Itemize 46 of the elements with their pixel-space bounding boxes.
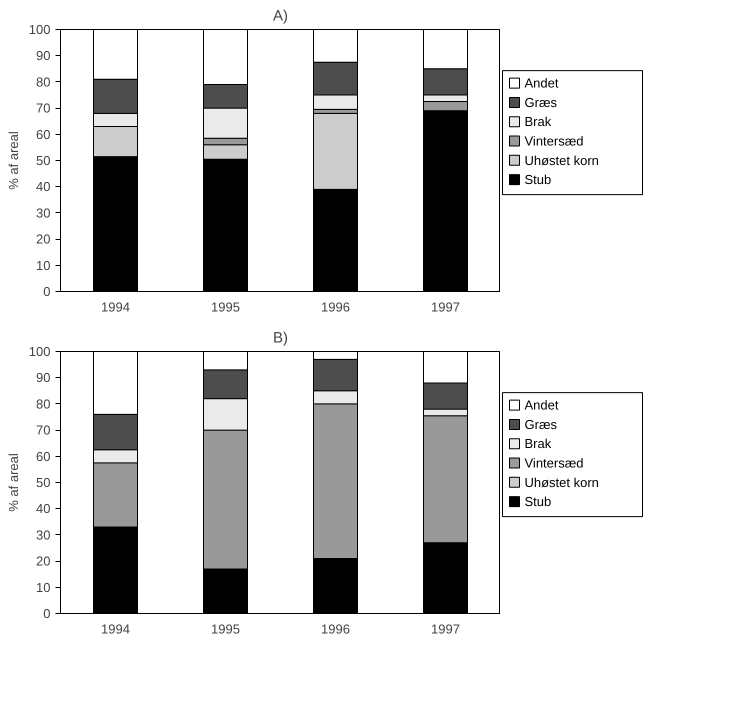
y-tick-label: 70 [36, 100, 51, 116]
y-tick-label: 70 [36, 422, 51, 438]
y-tick-label: 60 [36, 126, 51, 142]
y-tick-label: 60 [36, 448, 51, 464]
y-tick-label: 10 [36, 258, 51, 273]
y-tick-label: 50 [36, 153, 51, 168]
x-tick-label: 1996 [321, 300, 350, 314]
y-tick-label: 20 [36, 232, 51, 247]
y-tick-label: 100 [28, 22, 51, 37]
y-tick-label: 80 [36, 396, 51, 412]
legend-label: Stub [524, 172, 552, 188]
legend-label: Andet [524, 76, 559, 91]
y-tick-label: 40 [36, 179, 51, 194]
legend-label: Vintersæd [524, 456, 584, 471]
legend-label: Uhøstet korn [524, 474, 599, 490]
y-tick-label: 30 [36, 205, 51, 220]
legend-label: Græs [524, 94, 558, 110]
legend-label: Stub [524, 494, 552, 510]
y-tick-label: 50 [36, 475, 51, 490]
x-tick-label: 1994 [101, 622, 130, 636]
y-tick-label: 90 [36, 370, 51, 386]
legend-label: Græs [524, 416, 558, 432]
y-tick-label: 80 [36, 74, 51, 90]
y-tick-label: 0 [43, 284, 51, 299]
legend-label: Vintersæd [524, 134, 584, 149]
x-tick-label: 1996 [321, 622, 350, 636]
y-tick-label: 20 [36, 554, 51, 569]
y-tick-label: 100 [28, 344, 51, 359]
chart-title: B) [273, 330, 288, 346]
y-tick-label: 0 [43, 606, 51, 621]
legend-label: Uhøstet korn [524, 152, 599, 168]
legend-label: Brak [524, 114, 552, 130]
chart-title: A) [273, 8, 288, 24]
x-tick-label: 1997 [431, 300, 460, 314]
legend-label: Brak [524, 436, 552, 452]
x-tick-label: 1997 [431, 622, 460, 636]
x-tick-label: 1995 [211, 622, 240, 636]
y-tick-label: 10 [36, 580, 51, 595]
y-tick-label: 30 [36, 527, 51, 542]
x-tick-label: 1995 [211, 300, 240, 314]
y-axis-title: % af areal [6, 453, 21, 512]
y-axis-title: % af areal [6, 131, 21, 190]
y-tick-label: 90 [36, 48, 51, 64]
legend-label: Andet [524, 398, 559, 413]
y-tick-label: 40 [36, 501, 51, 516]
x-tick-label: 1994 [101, 300, 130, 314]
